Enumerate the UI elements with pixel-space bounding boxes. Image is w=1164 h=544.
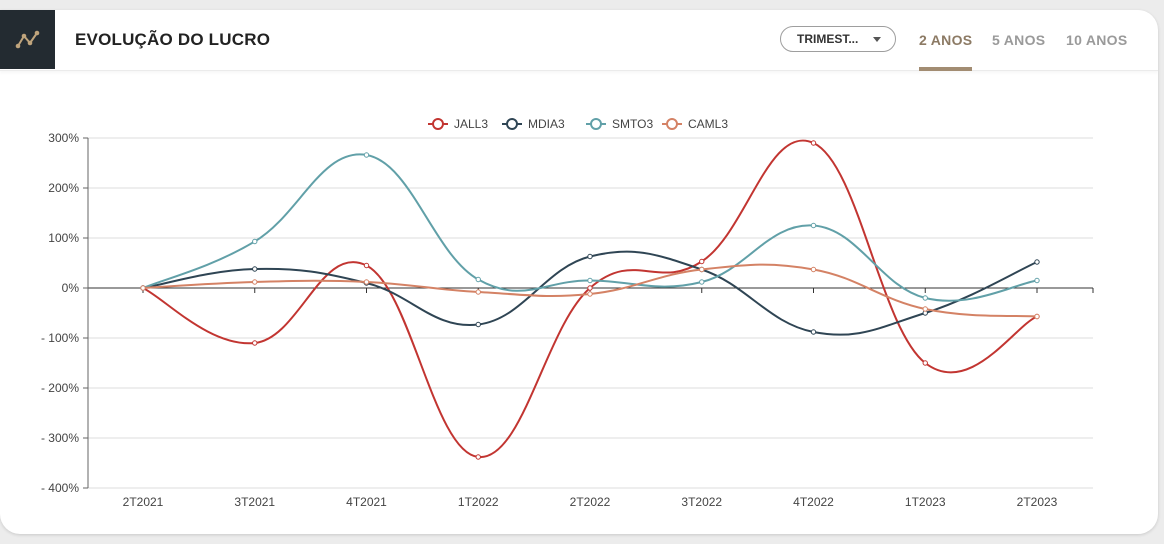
data-point-caml3: [140, 285, 146, 291]
x-tick-label: 2T2023: [1017, 495, 1058, 509]
data-point-caml3: [699, 266, 705, 273]
data-point-smto3: [475, 276, 481, 283]
data-point-jall3: [363, 262, 370, 269]
data-point-mdia3: [252, 266, 258, 272]
data-point-caml3: [810, 266, 817, 273]
data-point-caml3: [252, 279, 258, 285]
x-tick-label: 3T2022: [681, 495, 722, 509]
profit-evolution-card: EVOLUÇÃO DO LUCRO TRIMEST... 2 ANOS 5 AN…: [0, 10, 1158, 534]
x-tick-label: 4T2022: [793, 495, 834, 509]
legend-marker-smto3: [590, 118, 602, 130]
x-tick-label: 3T2021: [234, 495, 275, 509]
period-select[interactable]: TRIMEST...: [780, 26, 896, 52]
tab-5-anos[interactable]: 5 ANOS: [992, 32, 1046, 48]
legend-label-smto3: SMTO3: [612, 117, 653, 131]
data-point-jall3: [699, 258, 705, 265]
x-tick-label: 1T2023: [905, 495, 946, 509]
data-point-smto3: [1034, 277, 1040, 284]
data-point-caml3: [1034, 313, 1040, 320]
tab-2-anos[interactable]: 2 ANOS: [919, 32, 973, 48]
y-tick-label: - 400%: [41, 481, 79, 495]
data-point-mdia3: [810, 329, 817, 335]
x-tick-label: 4T2021: [346, 495, 387, 509]
period-select-value: TRIMEST...: [797, 32, 859, 46]
data-point-caml3: [922, 306, 928, 312]
chart-area: 300% 200% 100% 0% - 100% - 200% - 300% - 400% 2T…: [0, 70, 1158, 534]
legend-label-caml3: CAML3: [688, 117, 728, 131]
data-point-smto3: [699, 279, 705, 285]
series-line-smto3: [142, 153, 1038, 302]
data-point-smto3: [363, 152, 370, 158]
data-point-jall3: [587, 285, 593, 291]
active-tab-indicator: [919, 67, 972, 71]
y-tick-label: - 200%: [41, 381, 79, 395]
y-tick-label: 200%: [48, 181, 79, 195]
line-chart: 300% 200% 100% 0% - 100% - 200% - 300% - 400% 2T…: [41, 117, 1094, 509]
data-point-jall3: [252, 340, 258, 346]
data-point-jall3: [475, 454, 481, 460]
y-tick-label: 300%: [48, 131, 79, 145]
data-point-smto3: [252, 238, 258, 245]
legend-marker-caml3: [666, 118, 678, 130]
legend-label-jall3: JALL3: [454, 117, 488, 131]
tab-10-anos[interactable]: 10 ANOS: [1066, 32, 1128, 48]
data-point-smto3: [810, 222, 817, 229]
data-point-mdia3: [475, 321, 481, 328]
x-tick-label: 2T2022: [570, 495, 611, 509]
data-point-mdia3: [1034, 259, 1040, 265]
chart-line-icon: [0, 10, 55, 69]
data-point-caml3: [475, 289, 481, 295]
data-point-smto3: [922, 295, 928, 301]
card-header: EVOLUÇÃO DO LUCRO TRIMEST... 2 ANOS 5 AN…: [0, 10, 1158, 71]
y-tick-label: - 300%: [41, 431, 79, 445]
y-tick-label: 0%: [62, 281, 80, 295]
data-point-jall3: [922, 360, 928, 366]
chevron-down-icon: [873, 37, 881, 42]
legend-marker-mdia3: [506, 118, 518, 130]
data-point-caml3: [363, 279, 370, 285]
page-title: EVOLUÇÃO DO LUCRO: [75, 30, 271, 49]
x-tick-label: 1T2022: [458, 495, 499, 509]
data-point-smto3: [587, 277, 593, 284]
data-point-caml3: [587, 291, 593, 297]
x-tick-label: 2T2021: [123, 495, 164, 509]
data-point-jall3: [810, 140, 817, 146]
legend-label-mdia3: MDIA3: [528, 117, 565, 131]
legend-marker-jall3: [432, 118, 444, 130]
y-tick-label: 100%: [48, 231, 79, 245]
data-point-mdia3: [587, 253, 593, 260]
y-tick-label: - 100%: [41, 331, 79, 345]
